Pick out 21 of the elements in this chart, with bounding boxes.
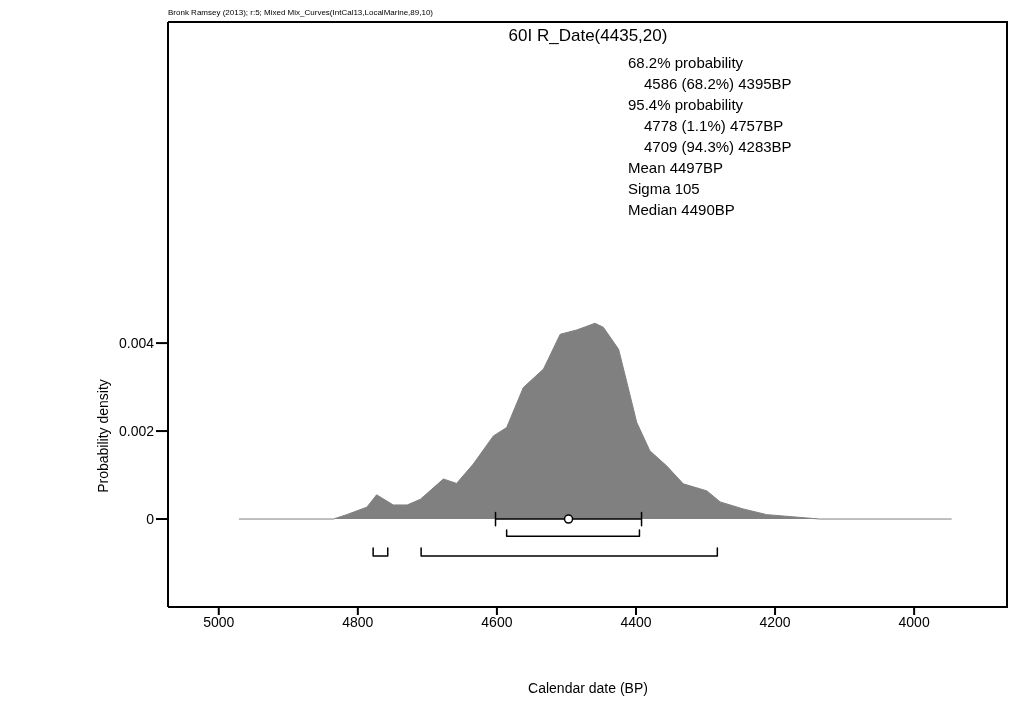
annotation: 4709 (94.3%) 4283BP <box>643 137 792 157</box>
annotation: Mean 4497BP <box>628 158 725 178</box>
annotation: Sigma 105 <box>628 179 701 199</box>
y-tick-label: 0.002 <box>118 423 155 440</box>
y-tick-label: 0.004 <box>118 335 155 352</box>
x-tick-label: 4800 <box>342 613 374 630</box>
chart-title: 60I R_Date(4435,20) <box>507 26 669 46</box>
y-tick-label: 0 <box>146 511 155 527</box>
x-tick-label: 4400 <box>620 613 652 630</box>
x-tick-label: 4200 <box>759 613 791 630</box>
x-axis-title: Calendar date (BP) <box>527 680 649 696</box>
x-tick-label: 4000 <box>898 613 930 630</box>
annotation: 95.4% probability <box>628 95 745 115</box>
x-tick-label: 4600 <box>481 613 513 630</box>
annotation: 68.2% probability <box>628 53 745 73</box>
x-tick-label: 5000 <box>203 613 235 630</box>
text: Bronk Ramsey (2013); r:5; Mixed Mix_Curves(IntCal13,LocalMarine,89,10) <box>168 8 433 17</box>
y-axis-title: Probability density <box>95 378 111 495</box>
annotation: 4778 (1.1%) 4757BP <box>643 116 785 136</box>
annotation: Median 4490BP <box>628 200 736 220</box>
annotation: 4586 (68.2%) 4395BP <box>643 74 792 94</box>
